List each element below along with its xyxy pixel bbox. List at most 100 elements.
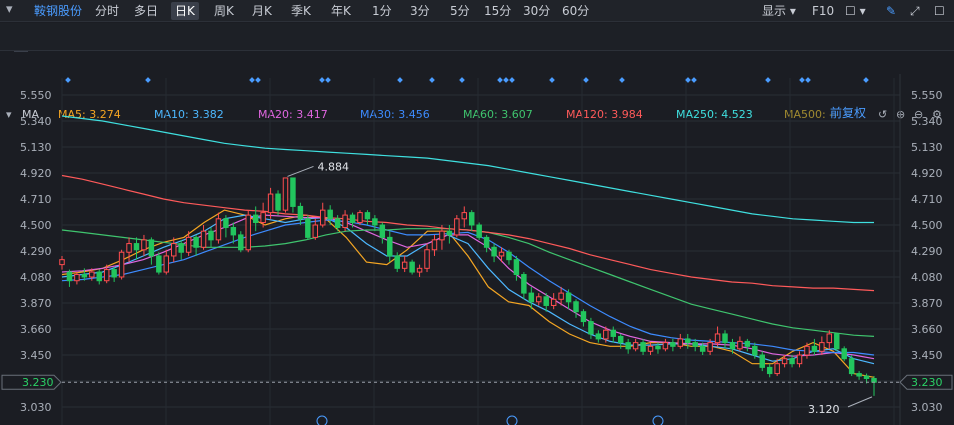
candle[interactable] xyxy=(752,345,758,356)
event-marker[interactable] xyxy=(503,77,509,83)
candle[interactable] xyxy=(744,340,751,347)
candle[interactable] xyxy=(238,234,244,251)
f10-button[interactable]: F10 xyxy=(812,4,835,18)
checkbox-icon[interactable]: ☐ ▾ xyxy=(845,4,866,18)
candle[interactable] xyxy=(267,193,274,214)
candle[interactable] xyxy=(305,218,311,238)
event-marker[interactable] xyxy=(799,77,805,83)
candle[interactable] xyxy=(536,296,542,303)
candle[interactable] xyxy=(811,345,818,352)
add-icon[interactable]: ⊕ xyxy=(896,108,906,121)
period-tab-2[interactable]: 多日 xyxy=(134,4,159,18)
candle[interactable] xyxy=(133,243,140,251)
candle[interactable] xyxy=(364,212,371,220)
period-tab-3[interactable]: 日K xyxy=(171,2,199,20)
candle[interactable] xyxy=(491,246,497,257)
event-marker[interactable] xyxy=(509,77,515,83)
candle[interactable] xyxy=(573,301,579,313)
candle[interactable] xyxy=(848,358,855,375)
candle[interactable] xyxy=(171,243,177,257)
candle[interactable] xyxy=(126,243,132,253)
candle[interactable] xyxy=(111,269,117,278)
candle[interactable] xyxy=(647,345,654,352)
candle[interactable] xyxy=(543,296,549,306)
candle[interactable] xyxy=(89,271,95,278)
stock-name[interactable]: 鞍钢股份 xyxy=(34,4,83,18)
candle[interactable] xyxy=(588,321,594,335)
candle[interactable] xyxy=(74,274,80,282)
candle[interactable] xyxy=(103,269,110,282)
candle[interactable] xyxy=(156,255,162,273)
candle[interactable] xyxy=(446,230,453,236)
candle[interactable] xyxy=(409,261,415,273)
candle[interactable] xyxy=(461,212,468,220)
event-marker[interactable] xyxy=(691,77,697,83)
candle[interactable] xyxy=(297,205,304,220)
chevron-down-icon[interactable]: ▾ xyxy=(6,2,13,17)
candle[interactable] xyxy=(215,218,222,241)
candle[interactable] xyxy=(223,218,229,228)
event-marker[interactable] xyxy=(429,77,435,83)
candle[interactable] xyxy=(342,214,348,228)
candle[interactable] xyxy=(439,230,445,241)
event-marker[interactable] xyxy=(319,77,325,83)
candle[interactable] xyxy=(528,292,535,303)
ma-label[interactable]: MA xyxy=(22,108,40,121)
candle[interactable] xyxy=(230,226,237,236)
candle[interactable] xyxy=(610,329,617,337)
candle[interactable] xyxy=(290,177,296,207)
period-tab-13[interactable]: 60分 xyxy=(562,4,590,18)
candle[interactable] xyxy=(178,243,184,253)
candle[interactable] xyxy=(245,214,251,251)
candle[interactable] xyxy=(856,373,862,377)
candle[interactable] xyxy=(632,342,639,350)
candle[interactable] xyxy=(670,342,676,347)
candle[interactable] xyxy=(781,358,788,365)
candle[interactable] xyxy=(193,236,199,248)
candle[interactable] xyxy=(476,224,482,238)
candle[interactable] xyxy=(275,193,281,211)
period-tab-12[interactable]: 30分 xyxy=(523,4,551,18)
event-marker[interactable] xyxy=(325,77,331,83)
candle[interactable] xyxy=(513,259,520,276)
candle[interactable] xyxy=(863,375,870,380)
candle[interactable] xyxy=(468,212,475,226)
candle[interactable] xyxy=(416,267,423,273)
candle[interactable] xyxy=(774,363,780,375)
candle[interactable] xyxy=(163,255,170,273)
candle[interactable] xyxy=(148,239,155,257)
candle[interactable] xyxy=(387,236,393,257)
collapse-icon[interactable]: ▾ xyxy=(6,108,12,121)
event-marker[interactable] xyxy=(497,77,503,83)
event-marker[interactable] xyxy=(255,77,261,83)
event-marker[interactable] xyxy=(65,77,71,83)
candle[interactable] xyxy=(66,271,73,282)
candle[interactable] xyxy=(699,345,706,352)
candle[interactable] xyxy=(185,236,192,253)
candle[interactable] xyxy=(580,311,587,323)
undo-icon[interactable]: ↺ xyxy=(878,108,888,121)
candle[interactable] xyxy=(372,218,378,226)
candle[interactable] xyxy=(841,348,847,360)
event-marker[interactable] xyxy=(459,77,465,83)
info-marker[interactable] xyxy=(652,415,664,425)
period-tab-11[interactable]: 15分 xyxy=(484,4,512,18)
candle[interactable] xyxy=(319,209,326,226)
candle[interactable] xyxy=(662,342,669,350)
event-marker[interactable] xyxy=(145,77,151,83)
candle[interactable] xyxy=(379,224,386,238)
candle[interactable] xyxy=(595,333,602,340)
candle[interactable] xyxy=(550,298,557,306)
candle[interactable] xyxy=(789,358,795,365)
event-marker[interactable] xyxy=(619,77,625,83)
remove-icon[interactable]: ⊖ xyxy=(914,108,924,121)
period-tab-6[interactable]: 季K xyxy=(291,4,311,18)
candle[interactable] xyxy=(655,345,661,350)
event-marker[interactable] xyxy=(397,77,403,83)
candle[interactable] xyxy=(498,251,505,257)
candle[interactable] xyxy=(59,259,65,266)
candle[interactable] xyxy=(349,214,356,224)
candle[interactable] xyxy=(640,342,646,352)
candle[interactable] xyxy=(200,230,207,248)
kline-chart[interactable]: 5.550 5.340 5.130 4.920 4.710 4.500 4.290 4.080… xyxy=(0,74,954,425)
